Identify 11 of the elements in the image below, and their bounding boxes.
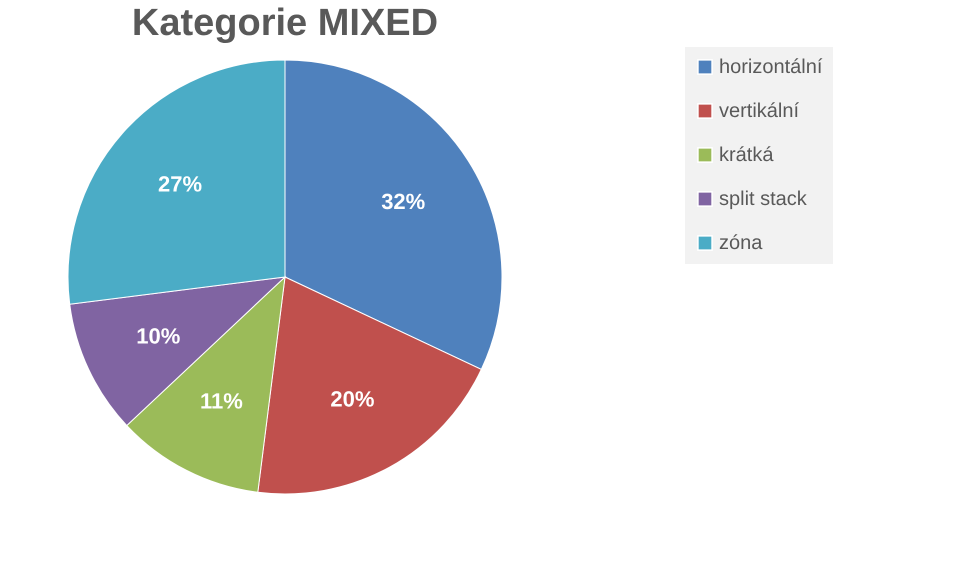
- legend-label: horizontální: [719, 56, 823, 78]
- data-label: 20%: [330, 386, 374, 412]
- data-label: 10%: [136, 324, 180, 349]
- legend-label: krátká: [719, 144, 774, 166]
- chart-title: Kategorie MIXED: [132, 2, 438, 44]
- legend-label: zóna: [719, 232, 764, 254]
- data-label: 27%: [158, 171, 202, 196]
- legend-label: split stack: [719, 188, 808, 210]
- data-label: 32%: [381, 188, 426, 214]
- data-label: 11%: [200, 388, 243, 414]
- legend-label: vertikální: [719, 100, 800, 122]
